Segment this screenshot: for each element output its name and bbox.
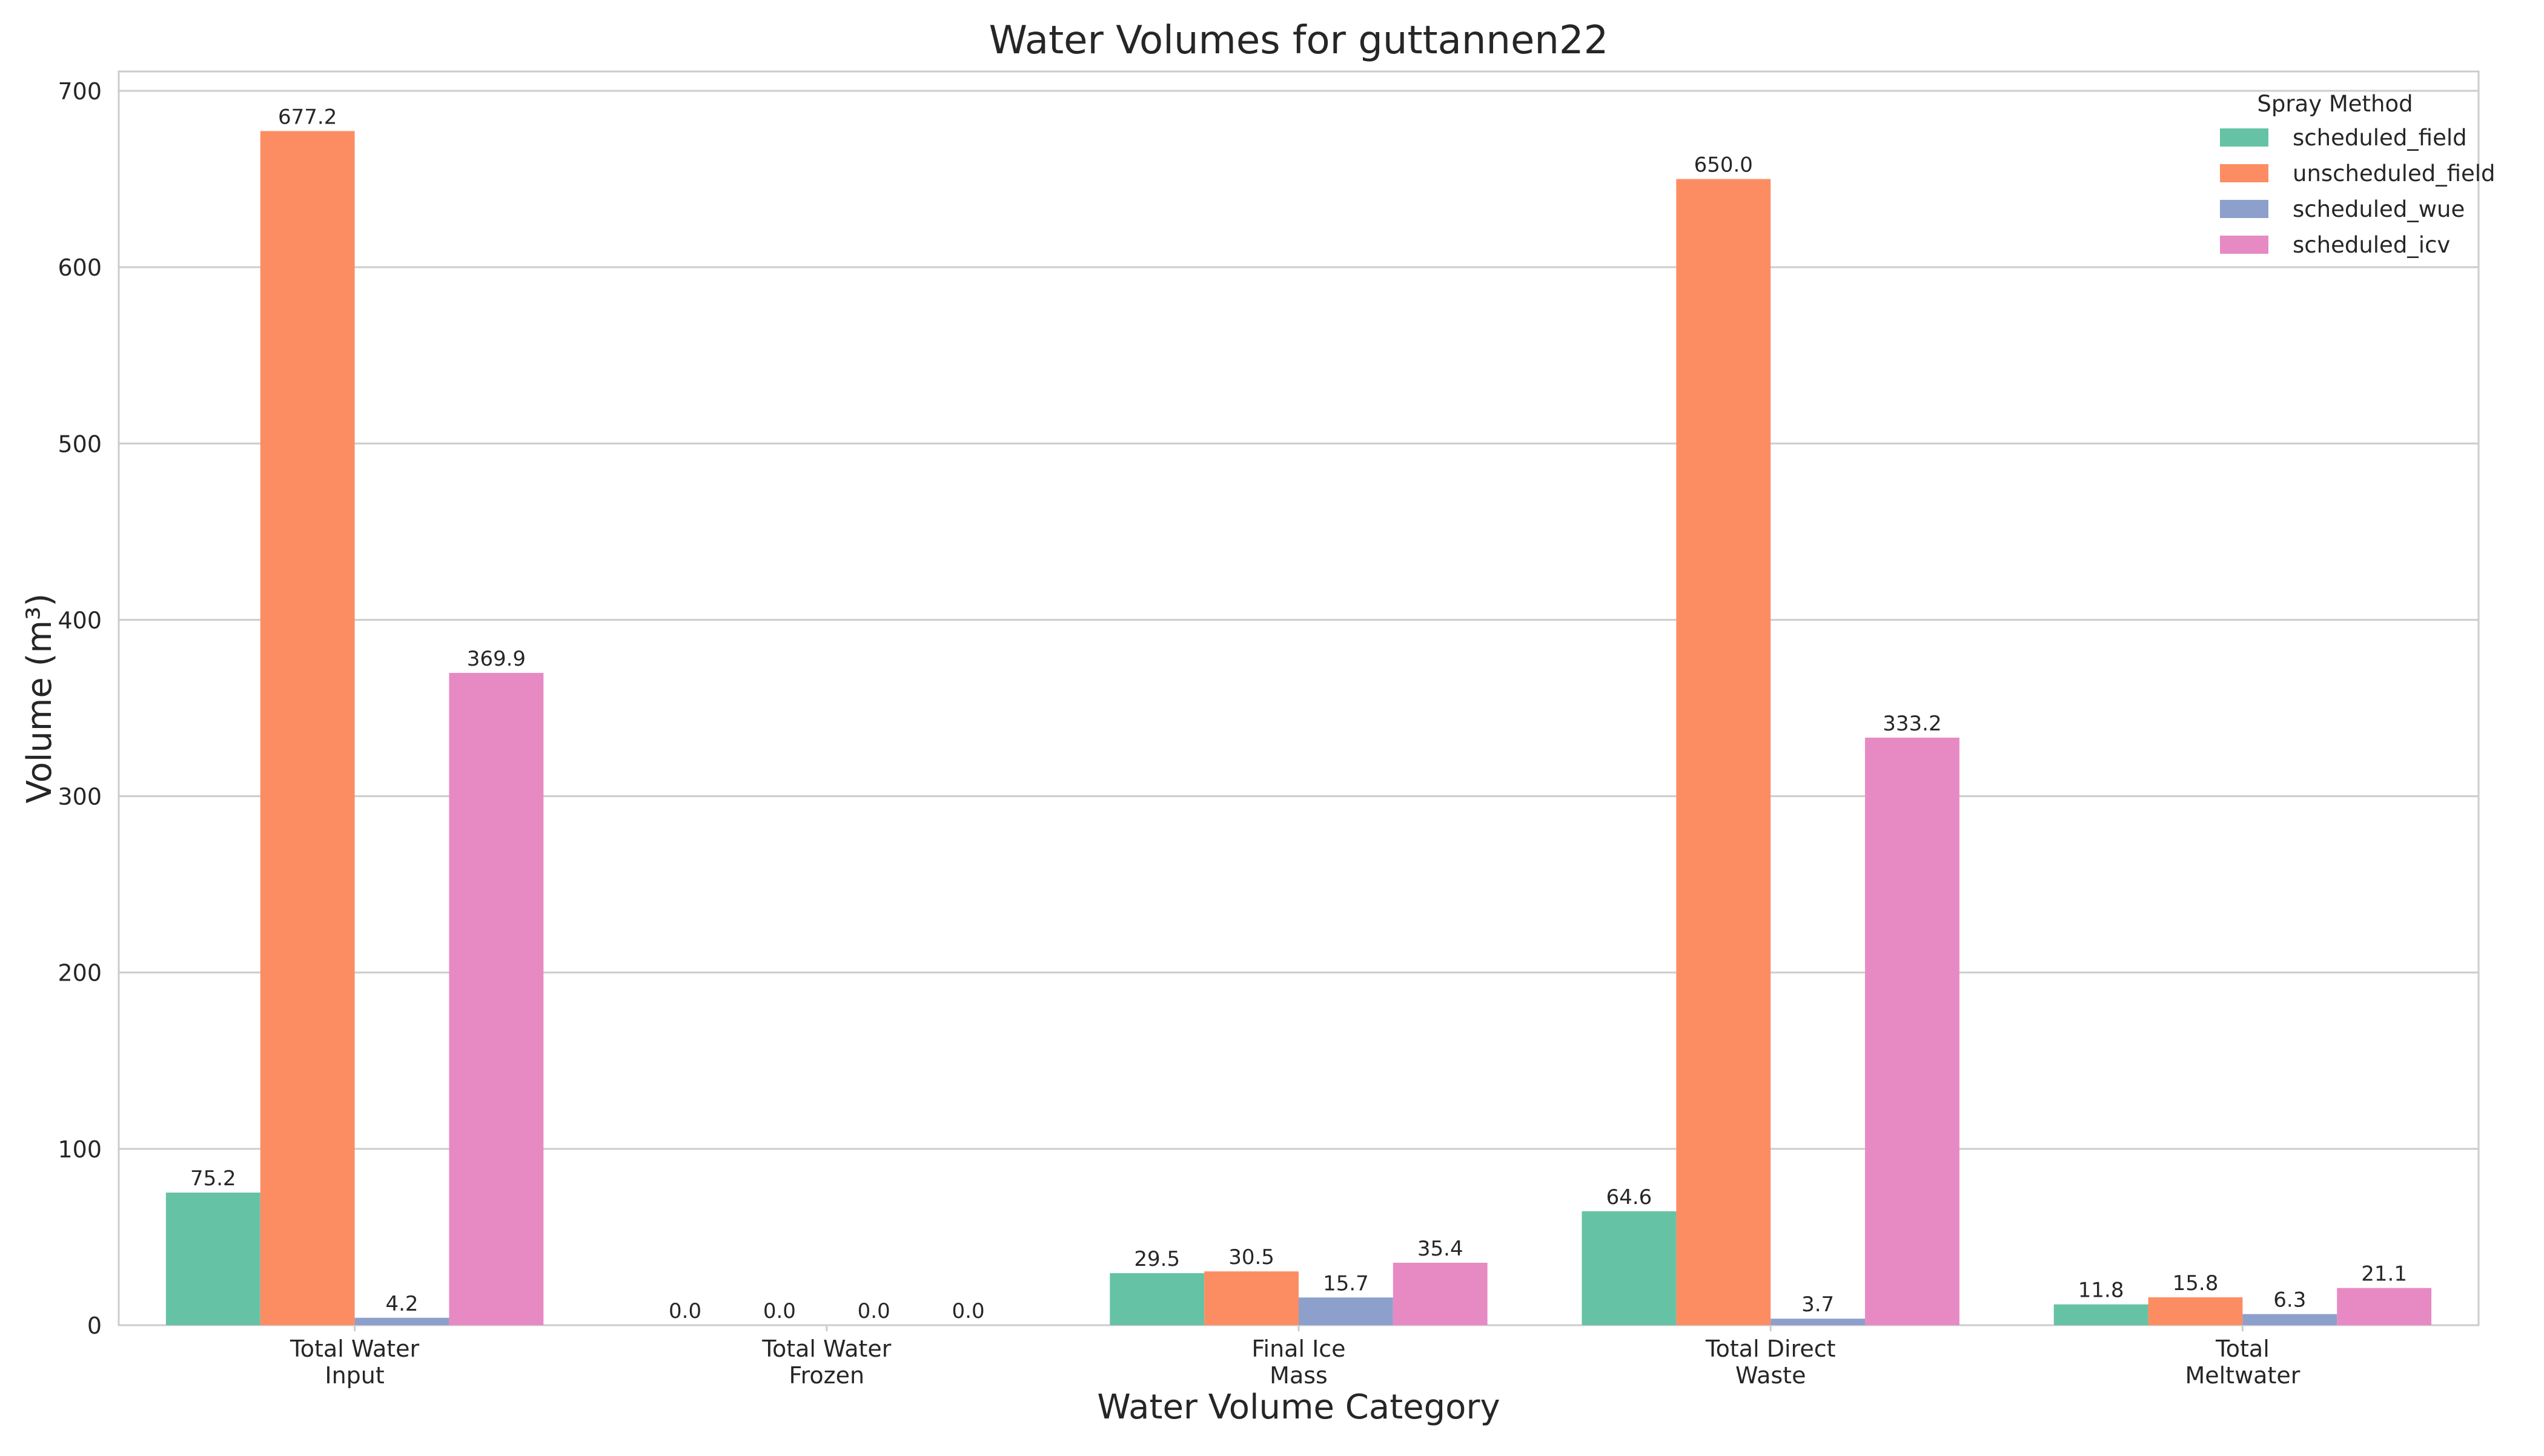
y-axis-label: Volume (m³) bbox=[20, 594, 59, 804]
bar-scheduled_field bbox=[165, 1193, 260, 1325]
x-tick-label: Total Water bbox=[290, 1335, 420, 1362]
bar-value-label: 15.7 bbox=[1323, 1271, 1369, 1296]
bar-scheduled_icv bbox=[2337, 1288, 2432, 1325]
bar-scheduled_icv bbox=[449, 673, 544, 1325]
chart-title: Water Volumes for guttannen22 bbox=[989, 18, 1609, 63]
bar-value-label: 15.8 bbox=[2173, 1271, 2219, 1296]
bar-value-label: 369.9 bbox=[467, 647, 526, 671]
bar-value-label: 4.2 bbox=[385, 1292, 418, 1316]
bar-unscheduled_field bbox=[1676, 179, 1771, 1326]
x-tick-label: Total Water bbox=[761, 1335, 892, 1362]
bar-value-label: 30.5 bbox=[1228, 1245, 1274, 1269]
bar-scheduled_field bbox=[1110, 1273, 1205, 1325]
y-axis-ticks: 0 100 200 300 400 500 600 700 bbox=[58, 78, 102, 1339]
y-tick-label: 200 bbox=[58, 960, 102, 987]
bar-value-label: 0.0 bbox=[763, 1299, 796, 1323]
legend-swatch-scheduled_icv bbox=[2220, 236, 2268, 254]
bar-value-label: 0.0 bbox=[952, 1299, 985, 1323]
bar-value-label: 650.0 bbox=[1694, 153, 1753, 177]
y-tick-label: 300 bbox=[58, 784, 102, 810]
bar-scheduled_field bbox=[1582, 1211, 1677, 1325]
bar-value-label: 0.0 bbox=[858, 1299, 890, 1323]
bar-value-label: 0.0 bbox=[669, 1299, 701, 1323]
x-tick-label: Frozen bbox=[789, 1362, 865, 1389]
bar-value-label: 35.4 bbox=[1417, 1237, 1463, 1261]
y-tick-label: 0 bbox=[87, 1312, 102, 1339]
y-tick-label: 600 bbox=[58, 254, 102, 281]
legend-swatch-scheduled_field bbox=[2220, 128, 2268, 147]
x-tick-label: Mass bbox=[1270, 1362, 1328, 1389]
bar-unscheduled_field bbox=[260, 131, 355, 1325]
bar-scheduled_wue bbox=[2242, 1314, 2337, 1325]
legend: Spray Method scheduled_field unscheduled_… bbox=[2220, 91, 2496, 258]
bar-scheduled_wue bbox=[1771, 1319, 1866, 1325]
bar-value-label: 11.8 bbox=[2078, 1279, 2124, 1303]
y-tick-label: 400 bbox=[58, 607, 102, 634]
data-labels: 75.2 677.2 4.2 369.9 0.0 0.0 0.0 0.0 29.5 30.5 15.… bbox=[190, 105, 2407, 1323]
y-tick-label: 500 bbox=[58, 431, 102, 457]
legend-swatch-scheduled_wue bbox=[2220, 200, 2268, 218]
x-tick-label: Input bbox=[325, 1362, 384, 1389]
legend-entry-label: unscheduled_field bbox=[2293, 160, 2496, 187]
x-axis-label: Water Volume Category bbox=[1097, 1388, 1500, 1427]
bar-value-label: 21.1 bbox=[2361, 1262, 2407, 1286]
bar-unscheduled_field bbox=[1204, 1271, 1299, 1325]
bar-scheduled_icv bbox=[1393, 1262, 1488, 1325]
legend-swatch-unscheduled_field bbox=[2220, 164, 2268, 182]
bar-value-label: 64.6 bbox=[1606, 1185, 1652, 1209]
y-tick-label: 700 bbox=[58, 78, 102, 105]
bar-value-label: 29.5 bbox=[1134, 1247, 1180, 1271]
bar-scheduled_wue bbox=[354, 1317, 449, 1325]
x-tick-label: Total bbox=[2215, 1335, 2270, 1362]
legend-title: Spray Method bbox=[2257, 91, 2413, 117]
x-tick-label: Waste bbox=[1735, 1362, 1806, 1389]
bar-scheduled_field bbox=[2053, 1304, 2148, 1325]
x-tick-label: Final Ice bbox=[1251, 1335, 1345, 1362]
bar-value-label: 6.3 bbox=[2273, 1288, 2306, 1312]
bar-scheduled_icv bbox=[1865, 737, 1959, 1325]
bar-value-label: 333.2 bbox=[1883, 712, 1941, 736]
bar-value-label: 75.2 bbox=[190, 1166, 236, 1191]
x-tick-label: Total Direct bbox=[1705, 1335, 1836, 1362]
legend-entry-label: scheduled_icv bbox=[2293, 232, 2450, 258]
bar-value-label: 677.2 bbox=[278, 105, 337, 129]
bar-unscheduled_field bbox=[2148, 1297, 2243, 1325]
legend-entry-label: scheduled_field bbox=[2293, 125, 2467, 151]
bar-scheduled_wue bbox=[1299, 1297, 1393, 1325]
y-tick-label: 100 bbox=[58, 1136, 102, 1163]
x-tick-label: Meltwater bbox=[2185, 1362, 2300, 1389]
legend-entry-label: scheduled_wue bbox=[2293, 196, 2465, 222]
bars bbox=[165, 131, 2432, 1326]
bar-value-label: 3.7 bbox=[1801, 1292, 1834, 1317]
